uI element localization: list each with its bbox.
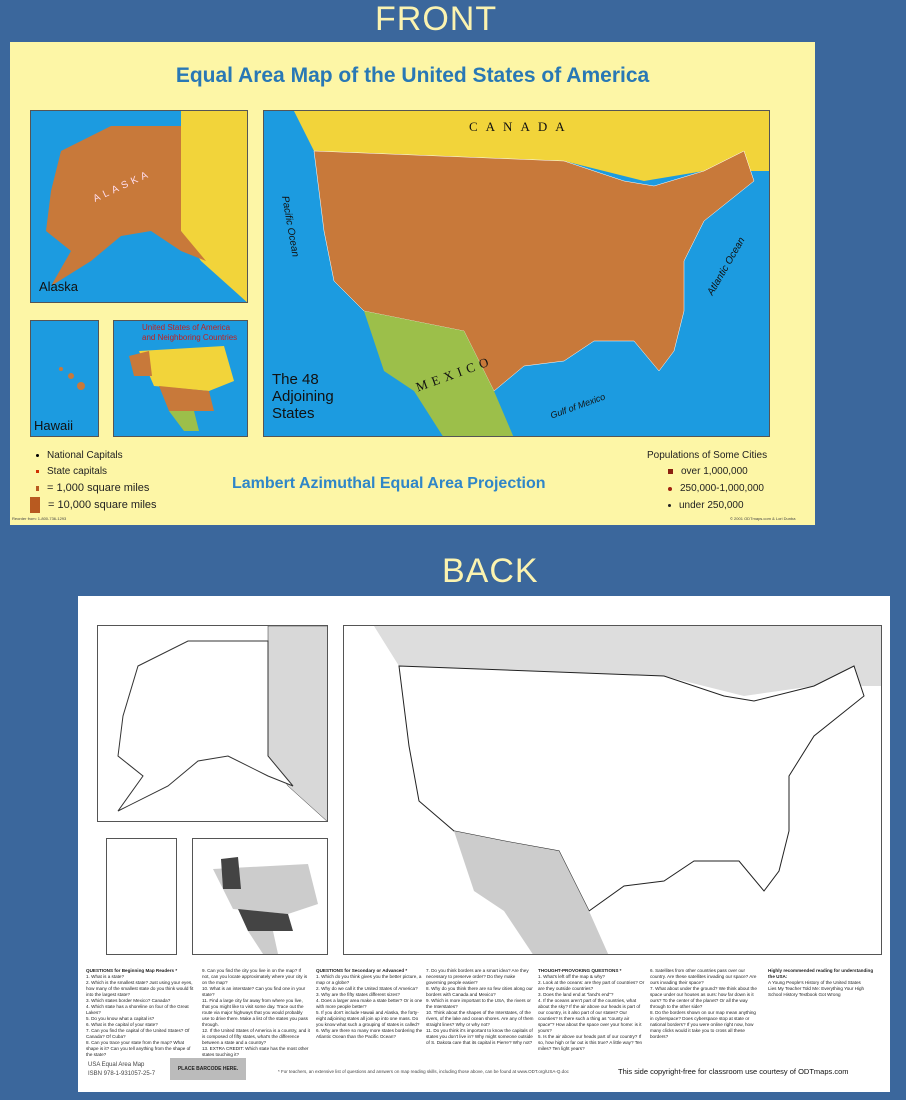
- neighbors-label: United States of America and Neighboring…: [142, 323, 238, 342]
- column-heading: QUESTIONS for Beginning Map Readers *: [86, 968, 178, 973]
- question-item: 1. Which do you think gives you the bett…: [316, 974, 422, 985]
- legend-text: under 250,000: [679, 500, 744, 511]
- alaska-inset: Alaska ALASKA: [30, 110, 248, 303]
- question-item: 6. Satellites from other countries pass …: [650, 968, 757, 985]
- neighbors-inset: United States of America and Neighboring…: [113, 320, 248, 437]
- question-item: 10. Think about the shapes of the Inters…: [426, 1010, 534, 1027]
- question-item: 9. Can you find the city you live in on …: [202, 968, 308, 985]
- alaska-map: [46, 111, 247, 302]
- question-item: 9. Which is more important to the USA, t…: [426, 998, 531, 1009]
- legend-250k-1m: 250,000-1,000,000: [668, 483, 764, 494]
- question-column: 9. Can you find the city you live in on …: [202, 968, 310, 1058]
- map-title: Equal Area Map of the United States of A…: [175, 64, 650, 87]
- question-column: QUESTIONS for Beginning Map Readers * 1. …: [86, 968, 194, 1058]
- question-item: 3. Does the land end at "land's end"?: [538, 992, 614, 997]
- adjoining-line: States: [272, 405, 315, 422]
- question-item: 4. If the oceans aren't part of the coun…: [538, 998, 642, 1033]
- us-48-map: [294, 111, 769, 436]
- question-item: 7. What about under the ground? We think…: [650, 986, 757, 1009]
- populations-title: Populations of Some Cities: [647, 450, 767, 461]
- question-item: 3. Which states border Mexico? Canada?: [86, 998, 171, 1003]
- front-poster: Equal Area Map of the United States of A…: [10, 42, 815, 525]
- question-item: 2. Look at the oceans: are they part of …: [538, 980, 645, 991]
- legend-text: State capitals: [47, 466, 108, 477]
- legend-1000: = 1,000 square miles: [36, 482, 149, 494]
- legend-text: 250,000-1,000,000: [680, 483, 764, 494]
- barcode-placeholder: PLACE BARCODE HERE.: [170, 1058, 246, 1080]
- question-item: 5. Do you know what a capital is?: [86, 1016, 155, 1021]
- question-item: 11. Do you think it's important to know …: [426, 1028, 533, 1045]
- adjoining-label: The 48 Adjoining States: [272, 371, 334, 422]
- question-item: 8. Can you trace your state from the map…: [86, 1040, 191, 1057]
- back-poster: QUESTIONS for Beginning Map Readers * 1. …: [78, 596, 890, 1092]
- teacher-footnote: * For teachers, an extensive list of que…: [278, 1069, 569, 1074]
- question-item: 7. Can you find the capital of the Unite…: [86, 1028, 190, 1039]
- copyright-text: © 2001 ODTmaps.com & Lori Dunba: [730, 516, 796, 521]
- legend-text: over 1,000,000: [681, 466, 748, 477]
- hawaii-inset: Hawaii: [30, 320, 99, 437]
- question-item: 2. Which is the smallest state? Just usi…: [86, 980, 194, 997]
- question-column: 7. Do you think borders are a smart idea…: [426, 968, 534, 1046]
- canada-label: CANADA: [469, 119, 573, 134]
- question-item: 6. What is the capital of your state?: [86, 1022, 158, 1027]
- question-item: 5. If you don't include Hawaii and Alask…: [316, 1010, 420, 1027]
- projection-label: Lambert Azimuthal Equal Area Projection: [232, 475, 546, 492]
- alaska-outline-inset: [97, 625, 328, 822]
- question-column: Highly recommended reading for understan…: [768, 968, 876, 998]
- question-item: 1. What is a state?: [86, 974, 125, 979]
- front-label: FRONT: [375, 0, 498, 38]
- question-item: 2. Why do we call it the United States o…: [316, 986, 418, 991]
- question-item: 8. Why do you think there are so few cit…: [426, 986, 533, 997]
- adjoining-line: Adjoining: [272, 388, 334, 405]
- question-item: 1. What's left off the map & why?: [538, 974, 605, 979]
- adjoining-line: The 48: [272, 371, 319, 388]
- back-label: BACK: [442, 552, 539, 590]
- legend-text: = 10,000 square miles: [48, 499, 157, 511]
- alaska-label: Alaska: [39, 279, 79, 294]
- question-item: 4. Does a larger area make a state bette…: [316, 998, 423, 1009]
- question-item: 4. Which state has a shoreline on four o…: [86, 1004, 189, 1015]
- question-item: 7. Do you think borders are a smart idea…: [426, 968, 529, 985]
- product-name: USA Equal Area Map: [88, 1062, 145, 1068]
- question-item: 10. What is an interstate? Can you find …: [202, 986, 306, 997]
- legend-under-250k: under 250,000: [668, 500, 744, 511]
- question-item: 3. Why are the fifty states different si…: [316, 992, 400, 997]
- neighbors-outline-inset: [192, 838, 328, 955]
- question-item: 13. EXTRA CREDIT: Which state has the mo…: [202, 1046, 309, 1057]
- question-item: 12. If the United States of America is a…: [202, 1028, 310, 1045]
- question-item: 5. Is the air above our heads part of ou…: [538, 1034, 643, 1051]
- legend-national-capitals: National Capitals: [36, 450, 123, 461]
- us-outline-map: [343, 625, 882, 955]
- column-heading: THOUGHT-PROVOKING QUESTIONS *: [538, 968, 622, 973]
- question-item: Lies My Teacher Told Me: Everything Your…: [768, 986, 865, 997]
- isbn: ISBN 978-1-931057-25-7: [88, 1071, 156, 1077]
- question-column: QUESTIONS for Secondary or Advanced * 1. …: [316, 968, 424, 1040]
- legend-over-1m: over 1,000,000: [668, 466, 748, 477]
- legend-text: = 1,000 square miles: [47, 482, 150, 494]
- question-column: 6. Satellites from other countries pass …: [650, 968, 758, 1040]
- hawaii-outline-inset: [106, 838, 177, 955]
- copyright-free-note: This side copyright-free for classroom u…: [618, 1067, 849, 1076]
- column-heading: Highly recommended reading for understan…: [768, 968, 874, 979]
- legend-state-capitals: State capitals: [36, 466, 107, 477]
- question-item: 6. Why are there so many more states bor…: [316, 1028, 423, 1039]
- legend-text: Populations of Some Cities: [647, 450, 768, 461]
- main-map: CANADA MEXICO Pacific Ocean Atlantic Oce…: [263, 110, 770, 437]
- column-heading: QUESTIONS for Secondary or Advanced *: [316, 968, 408, 973]
- legend-10000: = 10,000 square miles: [30, 497, 157, 513]
- question-item: 11. Find a large city far away from wher…: [202, 998, 308, 1027]
- question-column: THOUGHT-PROVOKING QUESTIONS * 1. What's l…: [538, 968, 646, 1052]
- question-item: 8. Do the borders shown on our map mean …: [650, 1010, 756, 1039]
- hawaii-label: Hawaii: [34, 418, 74, 433]
- legend-text: National Capitals: [47, 450, 123, 461]
- question-item: A Young People's History of the United S…: [768, 980, 861, 985]
- reorder-text: Reorder from: 1-800-736-1293: [12, 516, 67, 521]
